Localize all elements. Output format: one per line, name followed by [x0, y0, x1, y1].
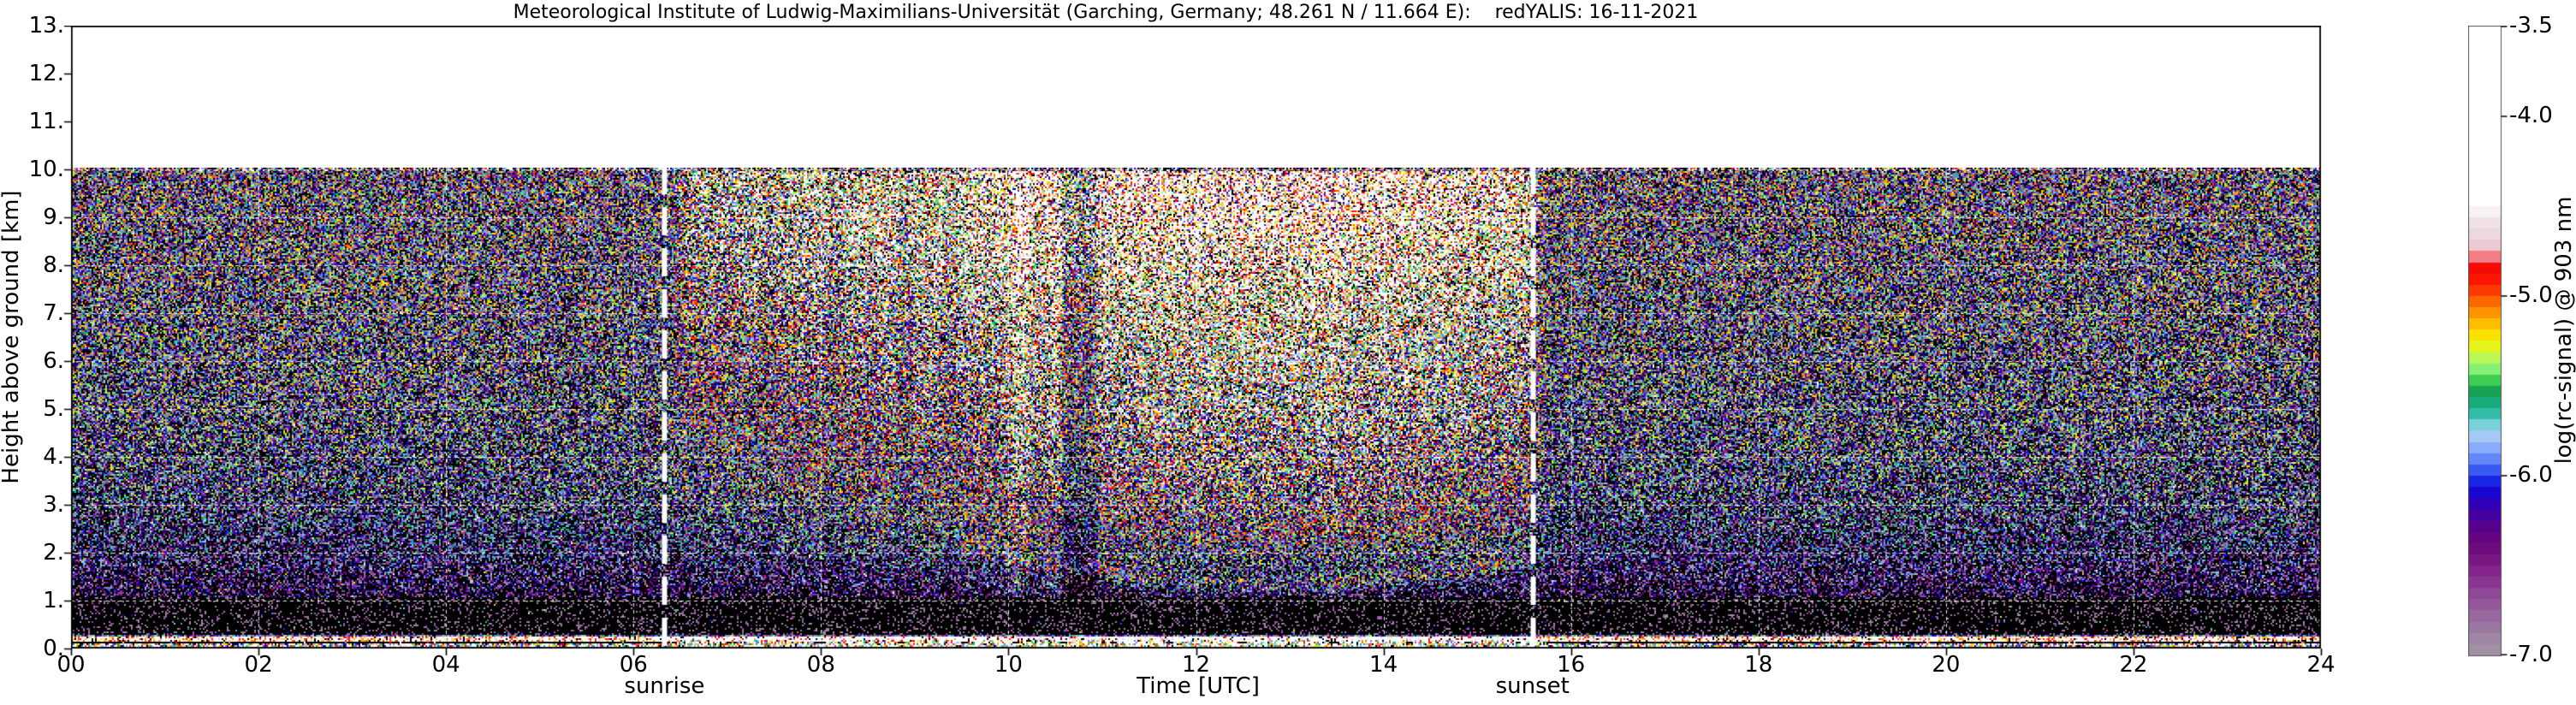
- colorbar-tick-label: -3.5: [2509, 13, 2553, 39]
- y-tick-label: 2.: [43, 540, 64, 566]
- colorbar-canvas: [2468, 26, 2509, 657]
- x-tick-label: 14: [1369, 652, 1398, 678]
- x-tick-label: 18: [1744, 652, 1773, 678]
- x-tick-label: 24: [2306, 652, 2336, 678]
- x-tick-label: 08: [806, 652, 835, 678]
- y-tick-label: 5.: [43, 396, 64, 422]
- x-tick-label: 10: [994, 652, 1023, 678]
- y-tick-label: 10.: [28, 157, 64, 182]
- x-tick-label: 22: [2119, 652, 2148, 678]
- colorbar-label: log(rc-signal) @ 903 nm: [2551, 196, 2576, 465]
- x-tick-label: 02: [244, 652, 273, 678]
- colorbar-tick-label: -7.0: [2509, 642, 2553, 667]
- y-tick-label: 12.: [28, 61, 64, 86]
- y-axis-label: Height above ground [km]: [0, 190, 24, 484]
- colorbar-tick-label: -4.0: [2509, 103, 2553, 128]
- chart-title: Meteorological Institute of Ludwig-Maxim…: [513, 2, 1699, 23]
- y-tick-label: 8.: [43, 252, 64, 278]
- colorbar-tick-label: -6.0: [2509, 462, 2553, 488]
- sunset-annotation: sunset: [1495, 673, 1570, 699]
- x-tick-label: 12: [1181, 652, 1211, 678]
- x-tick-label: 00: [56, 652, 86, 678]
- y-tick-label: 9.: [43, 204, 64, 230]
- x-axis-label: Time [UTC]: [1137, 673, 1260, 699]
- y-tick-label: 7.: [43, 300, 64, 326]
- y-tick-label: 13.: [28, 13, 64, 39]
- x-tick-label: 06: [619, 652, 648, 678]
- y-tick-label: 3.: [43, 492, 64, 518]
- sunrise-annotation: sunrise: [624, 673, 705, 699]
- y-tick-label: 0.: [43, 636, 64, 661]
- y-tick-label: 4.: [43, 444, 64, 470]
- colorbar-tick-label: -5.0: [2509, 282, 2553, 308]
- y-tick-label: 1.: [43, 588, 64, 613]
- y-tick-label: 11.: [28, 109, 64, 134]
- x-tick-label: 04: [431, 652, 460, 678]
- lidar-heatmap-canvas: [62, 26, 2330, 659]
- x-tick-label: 20: [1932, 652, 1961, 678]
- x-tick-label: 16: [1557, 652, 1586, 678]
- y-tick-label: 6.: [43, 348, 64, 374]
